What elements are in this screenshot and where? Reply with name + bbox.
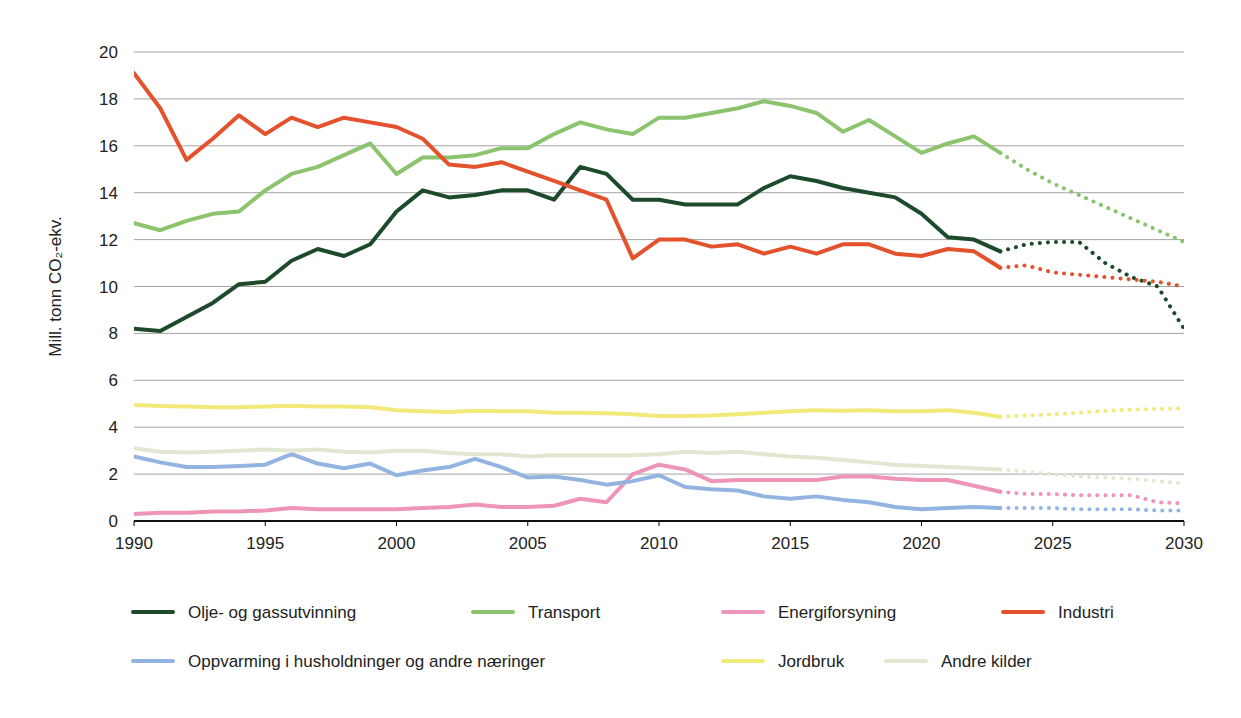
grid-line: [134, 192, 1184, 193]
x-tick: [1184, 521, 1185, 526]
legend-swatch: [133, 610, 173, 614]
y-tick-label: 4: [109, 418, 118, 437]
grid-line: [134, 286, 1184, 287]
lines: [134, 73, 1184, 514]
legend-swatch: [473, 610, 513, 614]
x-tick-label: 1995: [246, 534, 284, 553]
x-tick-label: 2000: [378, 534, 416, 553]
series-line: [134, 101, 1000, 230]
grid-line: [134, 333, 1184, 334]
series-line: [134, 448, 1000, 469]
legend-label: Transport: [528, 603, 600, 622]
grid-line: [134, 145, 1184, 146]
grid-line: [134, 52, 1184, 53]
series-line: [1000, 469, 1184, 483]
y-tick-label: 0: [109, 512, 118, 531]
series-line: [1000, 242, 1184, 329]
y-tick-label: 16: [99, 137, 118, 156]
x-tick: [396, 521, 397, 526]
x-tick: [659, 521, 660, 526]
y-tick-label: 10: [99, 278, 118, 297]
y-tick-label: 8: [109, 324, 118, 343]
legend-label: Andre kilder: [941, 652, 1032, 671]
y-tick-label: 18: [99, 90, 118, 109]
grid-line: [134, 380, 1184, 381]
legend-label: Olje- og gassutvinning: [188, 603, 356, 622]
series-line: [1000, 265, 1184, 286]
y-tick-label: 14: [99, 184, 118, 203]
legend-swatch: [723, 659, 763, 663]
grid-line: [134, 98, 1184, 99]
x-tick: [921, 521, 922, 526]
y-tick-label: 6: [109, 371, 118, 390]
x-tick: [527, 521, 528, 526]
legend-swatch: [1003, 610, 1043, 614]
legend-swatch: [133, 659, 173, 663]
y-tick-label: 12: [99, 231, 118, 250]
x-tick: [265, 521, 266, 526]
series-line: [1000, 153, 1184, 242]
legend-swatch: [886, 659, 926, 663]
legend-swatch: [723, 610, 763, 614]
grid: [134, 52, 1184, 521]
x-tick: [790, 521, 791, 526]
grid-line: [134, 427, 1184, 428]
x-tick-label: 2030: [1165, 534, 1203, 553]
legend-label: Oppvarming i husholdninger og andre næri…: [188, 652, 546, 671]
series-line: [1000, 508, 1184, 510]
x-tick-label: 2025: [1034, 534, 1072, 553]
x-tick-label: 2005: [509, 534, 547, 553]
legend-label: Energiforsyning: [778, 603, 896, 622]
series-line: [134, 465, 1000, 514]
legend-label: Industri: [1058, 603, 1114, 622]
x-tick-label: 2010: [640, 534, 678, 553]
y-axis-label: Mill. tonn CO₂-ekv.: [46, 216, 65, 356]
x-tick-label: 2015: [771, 534, 809, 553]
series-line: [134, 405, 1000, 417]
chart: 0 2 4 6 8 10 12 14 16 18 20 1990 1995 2000 2005 2010 201…: [0, 0, 1241, 718]
legend-label: Jordbruk: [778, 652, 845, 671]
y-tick-label: 20: [99, 43, 118, 62]
x-tick: [1052, 521, 1053, 526]
series-line: [1000, 408, 1184, 416]
series-line: [134, 73, 1000, 268]
legend: Olje- og gassutvinning Transport Energifor…: [133, 603, 1114, 671]
series-line: [1000, 492, 1184, 504]
x-tick: [134, 521, 135, 526]
x-tick-label: 1990: [115, 534, 153, 553]
y-tick-label: 2: [109, 465, 118, 484]
x-tick-label: 2020: [903, 534, 941, 553]
